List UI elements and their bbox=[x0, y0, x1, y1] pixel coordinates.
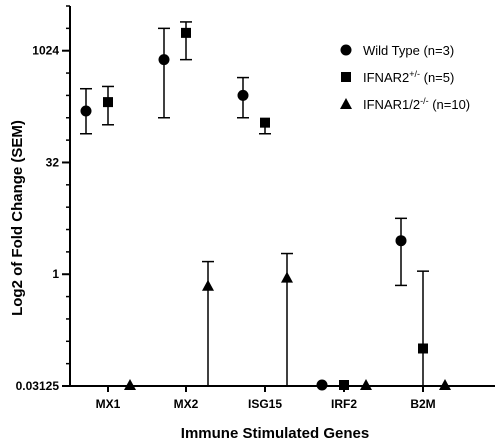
data-point bbox=[202, 279, 214, 291]
x-tick-label: MX2 bbox=[174, 397, 199, 411]
data-point bbox=[418, 343, 428, 354]
data-point bbox=[360, 379, 372, 390]
data-point bbox=[439, 379, 451, 390]
data-point bbox=[124, 379, 136, 390]
series-square bbox=[102, 21, 429, 390]
data-point bbox=[103, 97, 113, 108]
x-tick-label: MX1 bbox=[96, 397, 121, 411]
y-tick-label: 32 bbox=[46, 155, 60, 169]
legend-label: IFNAR1/2-/- (n=10) bbox=[363, 96, 470, 112]
legend-label: Wild Type (n=3) bbox=[363, 43, 454, 58]
data-point bbox=[339, 380, 349, 390]
y-tick-label: 0.03125 bbox=[16, 379, 60, 393]
data-point bbox=[181, 27, 191, 38]
data-point bbox=[237, 89, 249, 101]
data-point bbox=[80, 105, 92, 117]
x-tick-label: B2M bbox=[410, 397, 435, 411]
data-point bbox=[281, 271, 293, 283]
legend-circle-icon bbox=[340, 44, 352, 56]
x-axis-label: Immune Stimulated Genes bbox=[181, 425, 369, 442]
legend-label: IFNAR2+/- (n=5) bbox=[363, 69, 454, 85]
data-point bbox=[260, 117, 270, 128]
legend: Wild Type (n=3) IFNAR2+/- (n=5) IFNAR1/2-/… bbox=[340, 43, 470, 112]
y-axis-label: Log2 of Fold Change (SEM) bbox=[9, 120, 26, 316]
y-tick-label: 1024 bbox=[32, 44, 59, 58]
series-circle bbox=[80, 27, 407, 391]
data-point bbox=[316, 379, 328, 391]
x-tick-label: ISG15 bbox=[248, 397, 282, 411]
x-tick-label: IRF2 bbox=[331, 397, 357, 411]
data-point bbox=[395, 235, 407, 247]
axes: 0.03125 1 32 1024 MX1 MX2 ISG15 IRF2 B2M bbox=[16, 5, 495, 411]
data-point bbox=[158, 54, 170, 66]
series-triangle bbox=[124, 252, 451, 390]
chart-marks bbox=[80, 21, 451, 391]
legend-triangle-icon bbox=[340, 98, 352, 109]
legend-square-icon bbox=[341, 72, 351, 82]
y-tick-label: 1 bbox=[52, 267, 59, 281]
